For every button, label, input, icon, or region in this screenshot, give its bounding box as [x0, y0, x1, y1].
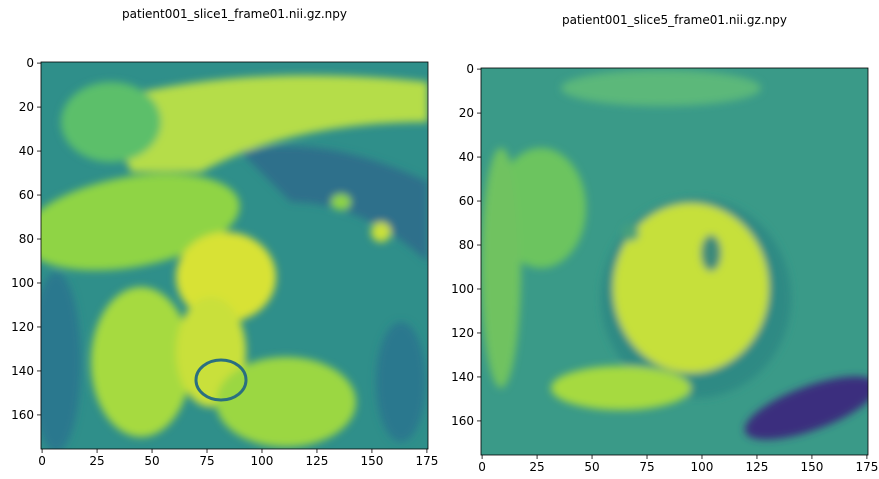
y-tick-label: 0 [466, 62, 474, 76]
y-tick-label: 0 [26, 56, 34, 70]
y-tick-label: 60 [19, 188, 34, 202]
y-tick-label: 100 [11, 276, 34, 290]
x-tick-label: 0 [478, 460, 486, 474]
x-tick-label: 50 [144, 454, 159, 468]
x-tick-label: 100 [251, 454, 274, 468]
x-tick-label: 75 [199, 454, 214, 468]
y-tick-label: 20 [19, 100, 34, 114]
chart-title: patient001_slice1_frame01.nii.gz.npy [122, 7, 347, 21]
x-tick-label: 125 [746, 460, 769, 474]
y-tick-label: 40 [459, 150, 474, 164]
axes-frame [40, 61, 429, 450]
y-tick-label: 140 [451, 370, 474, 384]
y-tick-label: 40 [19, 144, 34, 158]
y-tick-label: 160 [11, 408, 34, 422]
x-tick-label: 150 [360, 454, 383, 468]
y-tick-label: 100 [451, 282, 474, 296]
x-tick-label: 175 [415, 454, 438, 468]
axes-frame [480, 67, 869, 456]
x-tick-label: 75 [639, 460, 654, 474]
y-tick-label: 80 [459, 238, 474, 252]
x-tick-label: 25 [89, 454, 104, 468]
mri-image [481, 68, 868, 455]
x-tick-label: 25 [529, 460, 544, 474]
y-tick-label: 120 [11, 320, 34, 334]
x-tick-label: 50 [584, 460, 599, 474]
mri-image [41, 62, 428, 449]
y-tick-label: 120 [451, 326, 474, 340]
x-tick-label: 175 [855, 460, 878, 474]
x-tick-label: 150 [800, 460, 823, 474]
y-tick-label: 20 [459, 106, 474, 120]
x-tick-label: 125 [306, 454, 329, 468]
y-tick-label: 80 [19, 232, 34, 246]
x-tick-label: 100 [691, 460, 714, 474]
y-tick-label: 160 [451, 414, 474, 428]
y-tick-label: 60 [459, 194, 474, 208]
chart-title: patient001_slice5_frame01.nii.gz.npy [562, 13, 787, 27]
x-tick-label: 0 [38, 454, 46, 468]
y-tick-label: 140 [11, 364, 34, 378]
